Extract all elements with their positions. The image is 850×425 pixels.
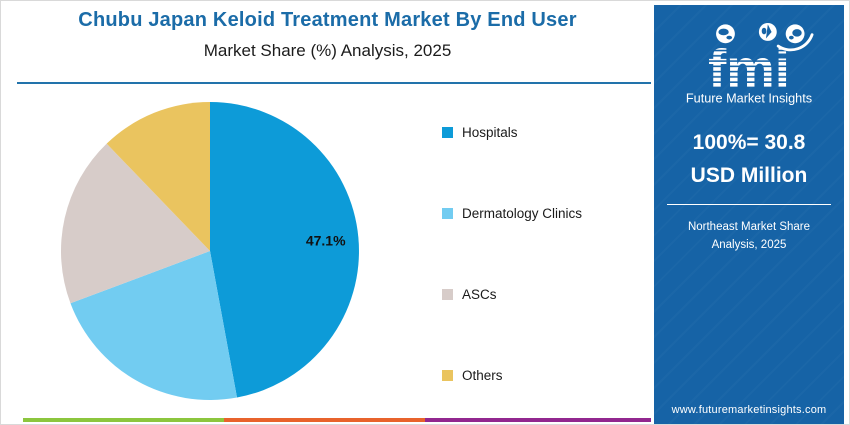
pie-slice-dermatology-clinics (70, 251, 237, 400)
legend-swatch-icon (442, 369, 453, 381)
globe-icon (758, 23, 777, 41)
fmi-logo-name: Future Market Insights (686, 92, 812, 106)
legend-swatch-icon (442, 126, 453, 138)
chart-legend: Hospitals Dermatology Clinics ASCs Others (442, 122, 642, 385)
fmi-logo: fmi Future Market Insights (686, 23, 814, 106)
footer-orange-bar (224, 418, 425, 422)
legend-swatch-icon (442, 288, 453, 300)
pie-slice-value-label: 47.1% (306, 232, 346, 248)
legend-label: Dermatology Clinics (462, 205, 583, 221)
globe-icon (785, 24, 805, 44)
title-divider (17, 82, 651, 84)
pie-slice-others (106, 102, 210, 251)
stat-divider (667, 204, 831, 206)
legend-item-hospitals: Hospitals (442, 122, 642, 142)
pie-slice-ascs (60, 143, 210, 304)
page-title: Chubu Japan Keloid Treatment Market By E… (78, 9, 577, 31)
region-note: Northeast Market Share Analysis, 2025 (687, 221, 811, 251)
footer-purple-bar (425, 418, 651, 422)
market-size-stat: 100%= 30.8 USD Million (690, 131, 808, 187)
page-subtitle: Market Share (%) Analysis, 2025 (203, 41, 452, 60)
footer-color-bars (23, 418, 651, 422)
chart-area: Chubu Japan Keloid Treatment Market By E… (1, 1, 654, 424)
legend-label: Hospitals (462, 124, 518, 140)
globe-icon (716, 24, 735, 44)
legend-item-others: Others (442, 365, 642, 385)
pie-chart-svg: 47.1% (60, 102, 359, 400)
legend-item-dermatology-clinics: Dermatology Clinics (442, 203, 642, 223)
website-url: www.futuremarketinsights.com (671, 404, 827, 416)
legend-item-ascs: ASCs (442, 284, 642, 304)
pie-slice-hospitals (210, 102, 359, 398)
brand-sidebar: fmi Future Market Insights 100%= 30.8 US… (654, 5, 844, 424)
fmi-logo-abbr: fmi (708, 38, 790, 99)
legend-label: ASCs (462, 286, 497, 302)
footer-green-bar (23, 418, 224, 422)
orbit-arc (776, 33, 814, 52)
legend-swatch-icon (442, 207, 453, 219)
legend-label: Others (462, 367, 503, 383)
